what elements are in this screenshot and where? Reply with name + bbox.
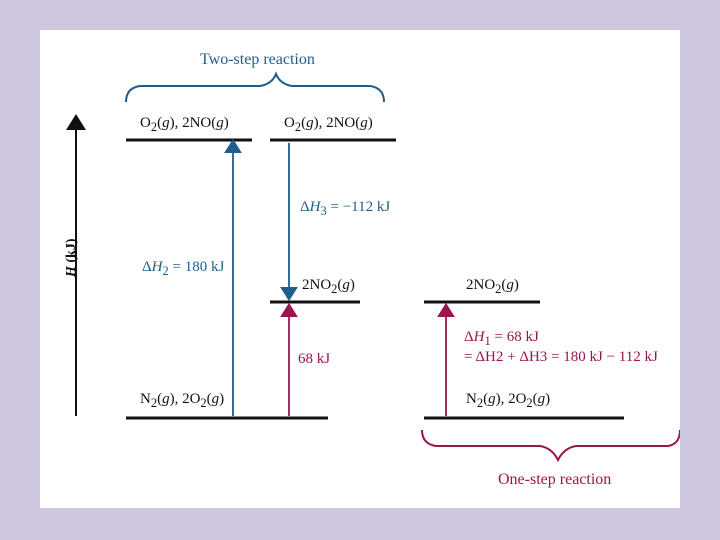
enthalpy-axis-label: H (kJ) bbox=[64, 238, 79, 277]
dh2-label: ΔH2 = 180 kJ bbox=[142, 259, 225, 278]
label-one-step-top: 2NO2(g) bbox=[466, 277, 519, 296]
dh-sum-label: = ΔH2 + ΔH3 = 180 kJ − 112 kJ bbox=[464, 349, 658, 365]
label-mid: 2NO2(g) bbox=[302, 277, 355, 296]
dh3-label: ΔH3 = −112 kJ bbox=[300, 199, 391, 218]
diagram-graphics bbox=[66, 71, 680, 463]
label-top-left: O2(g), 2NO(g) bbox=[140, 115, 229, 134]
diagram-panel: H (kJ) Two-step reaction O2(g), 2NO(g) O… bbox=[40, 30, 680, 508]
one-step-caption: One-step reaction bbox=[498, 471, 612, 488]
one-step-brace bbox=[421, 429, 680, 463]
label-top-right: O2(g), 2NO(g) bbox=[284, 115, 373, 134]
dh1-label: ΔH1 = 68 kJ bbox=[464, 329, 539, 348]
two-step-caption: Two-step reaction bbox=[200, 51, 315, 68]
two-step-brace bbox=[125, 71, 385, 103]
label-one-step-bottom: N2(g), 2O2(g) bbox=[466, 391, 551, 410]
label-bottom: N2(g), 2O2(g) bbox=[140, 391, 225, 410]
rise-label: 68 kJ bbox=[298, 351, 331, 367]
